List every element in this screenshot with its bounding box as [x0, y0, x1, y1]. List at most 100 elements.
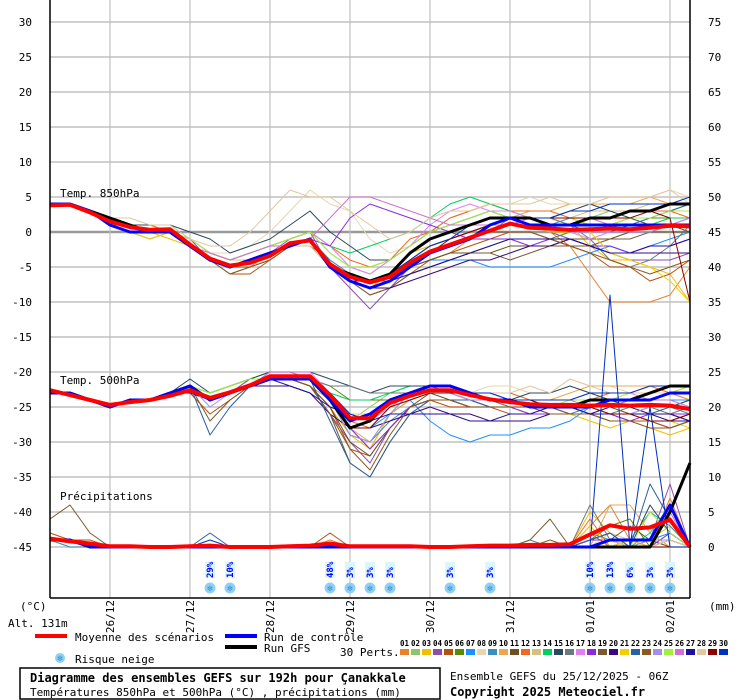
left-tick-label: -10 [12, 296, 32, 309]
snowflake-icon [584, 582, 596, 594]
pert-legend-swatch [477, 649, 486, 655]
snowflake-icon: ✻ [55, 653, 65, 664]
snow-risk-marker: 3% ✻ [384, 562, 396, 594]
date-tick-label: 29/12 [344, 600, 357, 633]
t500-pert-07-line [50, 378, 690, 443]
snow-risk-bg [325, 562, 335, 578]
chart-subtitle: Températures 850hPa et 500hPa (°C) , pré… [30, 686, 401, 699]
pert-legend-number: 06 [455, 639, 465, 648]
left-tick-label: 30 [19, 16, 32, 29]
pert-legend-number: 30 [719, 639, 729, 648]
right-tick-label: 60 [708, 121, 721, 134]
label-t850: Temp. 850hPa [60, 187, 139, 200]
pert-legend-number: 01 [400, 639, 410, 648]
right-tick-label: 25 [708, 366, 721, 379]
snow-risk-marker: 3% ✻ [664, 562, 676, 594]
snowflake-glyph: ✻ [627, 584, 633, 594]
snow-risk-percent: 29% [206, 561, 216, 578]
pert-legend-swatch [697, 649, 706, 655]
snow-risk-marker: 29% ✻ [204, 561, 216, 594]
legend-control-swatch [225, 634, 257, 638]
left-tick-label: -35 [12, 471, 32, 484]
date-tick-label: 02/01 [664, 600, 677, 633]
series-layer [49, 189, 692, 549]
legend-control-label: Run de contrôle [264, 631, 363, 644]
snowflake-glyph: ✻ [647, 584, 653, 594]
pert-legend-swatch [554, 649, 563, 655]
snowflake-glyph: ✻ [607, 584, 613, 594]
right-tick-label: 5 [708, 506, 715, 519]
pert-legend-swatch [587, 649, 596, 655]
title-box [19, 667, 441, 700]
left-tick-label: 10 [19, 156, 32, 169]
pert-legend-swatch [532, 649, 541, 655]
snow-risk-marker: 3% ✻ [484, 562, 496, 594]
snow-risk-bg [205, 562, 215, 578]
snow-risk-percent: 10% [226, 561, 236, 578]
svg-text:✻: ✻ [57, 654, 63, 664]
left-tick-label: 5 [25, 191, 32, 204]
snowflake-glyph: ✻ [207, 584, 213, 594]
left-tick-label: -5 [19, 261, 32, 274]
snowflake-icon [664, 582, 676, 594]
left-tick-label: -45 [12, 541, 32, 554]
pert-legend-number: 17 [576, 639, 585, 648]
pert-legend-number: 23 [642, 639, 652, 648]
left-tick-label: 20 [19, 86, 32, 99]
pert-legend-swatch [488, 649, 497, 655]
snowflake-icon [604, 582, 616, 594]
snow-risk-marker: 3% ✻ [364, 562, 376, 594]
snow-risk-bg [485, 562, 495, 578]
date-tick-label: 28/12 [264, 600, 277, 633]
snowflake-icon [484, 582, 496, 594]
right-tick-label: 65 [708, 86, 721, 99]
right-tick-label: 0 [708, 541, 715, 554]
t500-pert-10-line [50, 378, 690, 443]
pert-legend-number: 12 [521, 639, 530, 648]
snowflake-icon [224, 582, 236, 594]
pert-legend-swatch [642, 649, 651, 655]
right-unit: (mm) [709, 600, 736, 613]
t850-pert-28-line [50, 189, 691, 247]
pert-legend-number: 08 [477, 639, 487, 648]
pert-legend-swatch [422, 649, 431, 655]
snow-risk-bg [585, 562, 595, 578]
left-tick-label: 0 [25, 226, 32, 239]
left-tick-label: -20 [12, 366, 32, 379]
date-tick-label: 31/12 [504, 600, 517, 633]
pert-legend-swatch [433, 649, 442, 655]
pert-legend-swatch [521, 649, 530, 655]
pert-legend-number: 04 [433, 639, 443, 648]
pert-legend-number: 10 [499, 639, 509, 648]
pert-legend-swatch [466, 649, 475, 655]
pert-legend-number: 18 [587, 639, 597, 648]
right-tick-label: 20 [708, 401, 721, 414]
snowflake-glyph: ✻ [667, 584, 673, 594]
pert-legend-swatch [653, 649, 662, 655]
snow-risk-bg [365, 562, 375, 578]
pert-legend-number: 15 [554, 639, 563, 648]
pert-legend-swatch [664, 649, 673, 655]
snow-risk-marker: 3% ✻ [444, 562, 456, 594]
date-tick-label: 27/12 [184, 600, 197, 633]
snowflake-glyph: ✻ [367, 584, 373, 594]
pert-legend-number: 24 [653, 639, 663, 648]
snow-risk-marker: 3% ✻ [644, 562, 656, 594]
pert-legend-swatch [598, 649, 607, 655]
snowflake-icon [644, 582, 656, 594]
pert-legend-number: 07 [466, 639, 475, 648]
chart-title: Diagramme des ensembles GEFS sur 192h po… [30, 671, 406, 685]
t500-pert-24-line [50, 378, 690, 443]
pert-legend-swatch [400, 649, 409, 655]
pert-legend-swatch [686, 649, 695, 655]
snow-risk-percent: 10% [586, 561, 596, 578]
snow-risk-percent: 3% [666, 567, 676, 578]
snowflake-icon [364, 582, 376, 594]
t500-mean-line [49, 374, 691, 421]
t850-control-line [50, 202, 690, 290]
pert-legend-swatch [565, 649, 574, 655]
snow-risk-percent: 6% [626, 567, 636, 578]
legend-gfs-label: Run GFS [264, 642, 310, 655]
right-tick-label: 35 [708, 296, 721, 309]
